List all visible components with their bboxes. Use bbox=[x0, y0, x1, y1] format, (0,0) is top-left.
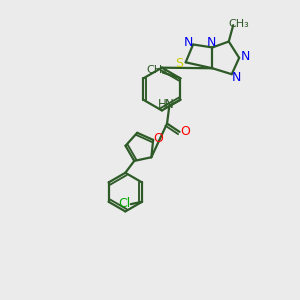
Text: N: N bbox=[232, 71, 241, 84]
Text: O: O bbox=[153, 132, 163, 145]
Text: N: N bbox=[240, 50, 250, 63]
Text: N: N bbox=[184, 36, 193, 49]
Text: N: N bbox=[207, 36, 217, 49]
Text: N: N bbox=[165, 98, 174, 111]
Text: CH₃: CH₃ bbox=[147, 65, 168, 75]
Text: O: O bbox=[180, 125, 190, 138]
Text: CH₃: CH₃ bbox=[228, 19, 249, 29]
Text: H: H bbox=[158, 98, 167, 111]
Text: S: S bbox=[175, 57, 183, 70]
Text: Cl: Cl bbox=[118, 197, 130, 210]
